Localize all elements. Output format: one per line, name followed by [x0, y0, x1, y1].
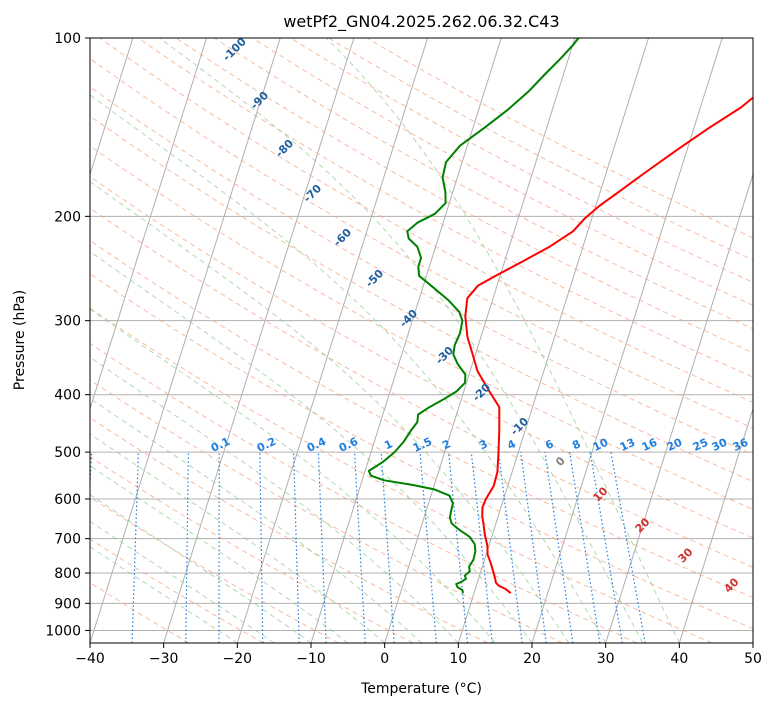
- mixing-ratio-label: 13: [618, 436, 637, 454]
- dry-adiabat-line: [90, 57, 753, 429]
- y-axis-title: Pressure (hPa): [12, 290, 28, 390]
- mixing-ratio-line: [569, 452, 601, 643]
- moist-adiabat-line: [90, 546, 238, 643]
- isotherm-line: [90, 38, 208, 411]
- dry-adiabat-line: [90, 239, 753, 599]
- dry-adiabat-line: [99, 38, 753, 403]
- y-tick-label: 200: [54, 209, 81, 225]
- x-tick-label: 40: [670, 651, 688, 667]
- dry-adiabat-line: [366, 38, 753, 239]
- isotherm-line: [531, 38, 723, 643]
- axis-ticks: −40 −30 −20 −10 0 10 20 30 40 50 100 200 300 400 500 60…: [45, 31, 762, 667]
- moist-adiabat-line: [90, 180, 570, 643]
- y-tick-label: 1000: [45, 623, 81, 639]
- mixing-ratio-label: 36: [731, 436, 751, 454]
- x-tick-label: 20: [523, 651, 541, 667]
- x-tick-label: −30: [149, 651, 179, 667]
- mixing-ratio-label: 10: [591, 436, 611, 454]
- temperature-profile-line: [464, 96, 753, 594]
- mixing-ratio-label: 20: [665, 436, 685, 454]
- mixing-ratio-line: [589, 452, 623, 643]
- moist-adiabat-line: [90, 433, 386, 643]
- x-tick-label: 0: [380, 651, 389, 667]
- x-tick-label: −10: [296, 651, 326, 667]
- mixing-ratio-line: [498, 452, 523, 643]
- isotherm-line: [236, 38, 429, 643]
- moist-adiabat-line: [90, 94, 607, 643]
- y-tick-label: 600: [54, 492, 81, 508]
- isotherm-line: [457, 38, 650, 643]
- dry-adiabat-line: [90, 456, 414, 643]
- series-layer: [367, 38, 753, 594]
- x-tick-label: 50: [744, 651, 762, 667]
- plot-frame: [89, 37, 754, 644]
- isotherm-line: [605, 172, 753, 643]
- dry-adiabat-line: [137, 38, 753, 378]
- moist-adiabat-line: [90, 308, 496, 643]
- isotherm-line: [678, 407, 753, 643]
- background-lines: [90, 38, 753, 643]
- x-tick-label: −40: [75, 651, 105, 667]
- isotherm-line: [90, 38, 134, 177]
- dewpoint-profile-line: [367, 38, 580, 594]
- y-tick-label: 500: [54, 445, 81, 461]
- moist-adiabat-line: [90, 465, 349, 643]
- y-tick-label: 700: [54, 532, 81, 548]
- mixing-ratio-line: [610, 451, 646, 643]
- mixing-ratio-line: [544, 452, 574, 643]
- isotherm-line: [163, 38, 355, 643]
- dry-adiabat-line: [90, 307, 712, 643]
- dry-adiabat-line: [90, 86, 753, 456]
- dry-adiabat-line: [90, 207, 753, 568]
- y-tick-label: 800: [54, 566, 81, 582]
- moist-adiabat-line: [325, 38, 680, 643]
- mixing-ratio-line: [470, 452, 493, 643]
- y-tick-label: 100: [54, 31, 81, 47]
- x-tick-label: 10: [449, 651, 467, 667]
- moist-adiabat-line: [90, 520, 275, 643]
- mixing-ratio-label: 25: [691, 436, 710, 454]
- dry-adiabat-line: [252, 38, 753, 306]
- x-tick-label: 30: [597, 651, 615, 667]
- y-tick-label: 900: [54, 596, 81, 612]
- y-tick-label: 400: [54, 388, 81, 404]
- isotherm-line: [384, 38, 576, 643]
- chart-title: wetPf2_GN04.2025.262.06.32.C43: [283, 12, 559, 32]
- mixing-ratio-label: 30: [710, 436, 730, 454]
- moist-adiabat-line: [90, 397, 422, 643]
- x-axis-title: Temperature (°C): [360, 681, 482, 697]
- moist-adiabat-line: [90, 250, 533, 643]
- y-tick-label: 300: [54, 314, 81, 330]
- x-tick-label: −20: [223, 651, 253, 667]
- mixing-ratio-line: [520, 452, 547, 643]
- dry-adiabat-line: [90, 115, 753, 483]
- mixing-ratio-label: 16: [640, 436, 660, 454]
- moist-adiabat-line: [90, 494, 312, 643]
- moist-adiabat-line: [159, 38, 643, 643]
- dry-adiabat-line: [90, 417, 488, 643]
- dry-adiabat-line: [90, 273, 753, 630]
- moist-adiabat-line: [90, 356, 459, 643]
